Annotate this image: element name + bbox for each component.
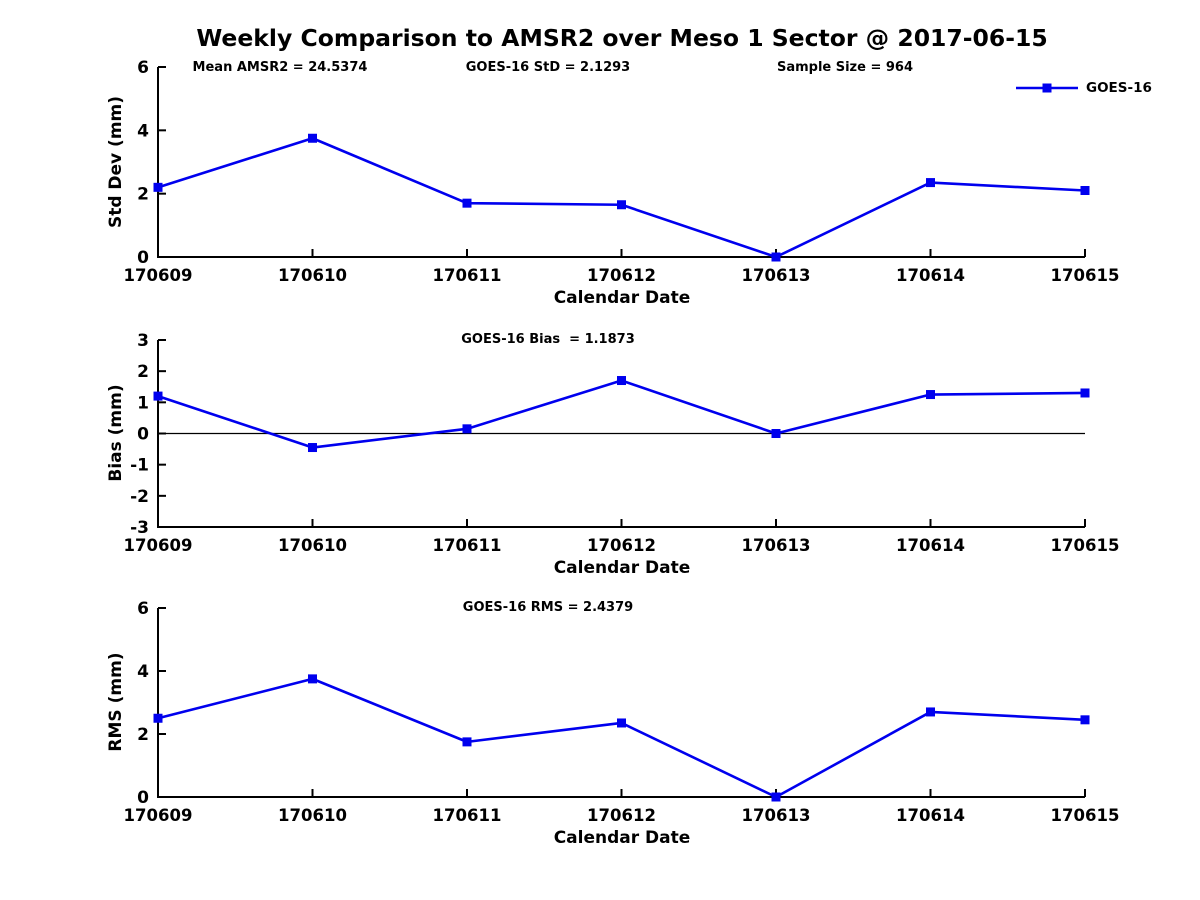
legend-label: GOES-16 <box>1086 80 1152 96</box>
series-line-bias <box>157 379 1086 449</box>
data-point-marker-std-dev <box>771 252 781 262</box>
y-tick-label-rms: 4 <box>137 662 149 682</box>
ylabel-bias: Bias (mm) <box>106 384 126 482</box>
legend-marker-icon <box>1042 83 1052 93</box>
annotation-mean-amsr2: Mean AMSR2 = 24.5374 <box>192 60 368 75</box>
x-tick-label-rms: 170614 <box>896 806 965 825</box>
y-tick-label-rms: 6 <box>137 599 149 619</box>
data-point-marker-std-dev <box>153 182 163 192</box>
data-point-marker-rms <box>617 718 626 728</box>
data-point-marker-bias <box>308 443 317 453</box>
x-tick-label-bias: 170615 <box>1051 536 1120 555</box>
x-tick-label-rms: 170615 <box>1051 806 1120 825</box>
xlabel-calendar-date-middle: Calendar Date <box>553 558 691 578</box>
data-point-marker-rms <box>771 792 781 802</box>
y-tick-label-std-dev: 0 <box>137 248 149 268</box>
series-line-rms <box>157 677 1086 799</box>
data-point-marker-bias <box>153 391 163 401</box>
y-tick-label-std-dev: 4 <box>137 121 149 141</box>
x-tick-label-bias: 170613 <box>742 536 811 555</box>
data-point-marker-bias <box>462 424 472 434</box>
x-tick-label-bias: 170611 <box>433 536 502 555</box>
x-tick-label-bias: 170610 <box>278 536 347 555</box>
y-tick-label-bias: -1 <box>130 456 149 476</box>
x-tick-label-bias: 170609 <box>124 536 193 555</box>
data-point-marker-rms <box>1080 715 1090 725</box>
y-tick-label-bias: 1 <box>137 393 149 413</box>
x-tick-label-std-dev: 170611 <box>433 266 502 285</box>
annotation-goes16-bias: GOES-16 Bias = 1.1873 <box>461 332 635 347</box>
data-point-marker-bias <box>617 376 626 386</box>
y-tick-label-bias: -2 <box>130 487 149 507</box>
x-tick-label-bias: 170612 <box>587 536 656 555</box>
x-tick-label-rms: 170609 <box>124 806 193 825</box>
ylabel-rms: RMS (mm) <box>106 652 126 752</box>
x-tick-label-std-dev: 170610 <box>278 266 347 285</box>
xlabel-calendar-date-bottom: Calendar Date <box>553 828 691 848</box>
data-point-marker-rms <box>926 707 935 717</box>
x-tick-label-bias: 170614 <box>896 536 965 555</box>
x-tick-label-std-dev: 170613 <box>742 266 811 285</box>
annotation-goes16-rms: GOES-16 RMS = 2.4379 <box>462 600 634 615</box>
y-tick-label-rms: 0 <box>137 788 149 808</box>
y-tick-label-std-dev: 2 <box>137 185 149 205</box>
x-tick-label-rms: 170610 <box>278 806 347 825</box>
series-line-std-dev <box>157 136 1086 259</box>
data-point-marker-std-dev <box>462 198 472 208</box>
annotation-sample-size: Sample Size = 964 <box>776 60 914 75</box>
data-point-marker-std-dev <box>926 178 935 188</box>
y-tick-label-bias: 2 <box>137 362 149 382</box>
data-point-marker-std-dev <box>1080 186 1090 195</box>
y-tick-label-bias: -3 <box>130 518 149 538</box>
figure-title: Weekly Comparison to AMSR2 over Meso 1 S… <box>196 24 1048 52</box>
x-tick-label-std-dev: 170615 <box>1051 266 1120 285</box>
data-point-marker-rms <box>462 737 472 747</box>
x-tick-label-std-dev: 170614 <box>896 266 965 285</box>
data-point-marker-bias <box>771 429 781 438</box>
data-point-marker-rms <box>153 713 163 723</box>
x-tick-label-std-dev: 170612 <box>587 266 656 285</box>
data-point-marker-rms <box>308 674 317 684</box>
y-tick-label-bias: 3 <box>137 331 149 351</box>
data-point-marker-std-dev <box>617 200 626 210</box>
y-tick-label-rms: 2 <box>137 725 149 745</box>
x-tick-label-rms: 170611 <box>433 806 502 825</box>
x-tick-label-std-dev: 170609 <box>124 266 193 285</box>
ylabel-std-dev: Std Dev (mm) <box>106 95 126 229</box>
xlabel-calendar-date-top: Calendar Date <box>553 288 691 308</box>
y-tick-label-bias: 0 <box>137 425 149 445</box>
data-point-marker-bias <box>1080 388 1090 398</box>
data-point-marker-std-dev <box>308 133 317 143</box>
y-tick-label-std-dev: 6 <box>137 58 149 78</box>
data-point-marker-bias <box>926 390 935 400</box>
x-tick-label-rms: 170613 <box>742 806 811 825</box>
annotation-goes16-std: GOES-16 StD = 2.1293 <box>465 60 631 75</box>
x-tick-label-rms: 170612 <box>587 806 656 825</box>
